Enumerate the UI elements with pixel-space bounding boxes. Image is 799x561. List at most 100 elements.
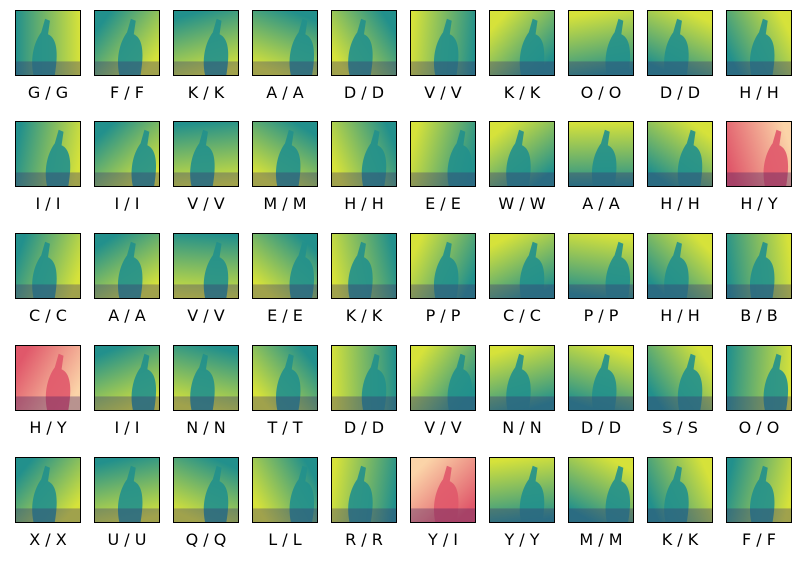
- hand-sign-image: [726, 233, 792, 299]
- grid-cell: G / G: [15, 10, 82, 110]
- grid-cell: V / V: [410, 10, 477, 110]
- hand-sign-image: [726, 121, 792, 187]
- grid-cell: E / E: [252, 233, 319, 333]
- hand-sign-image: [489, 121, 555, 187]
- prediction-label: H / H: [660, 306, 700, 325]
- hand-sign-image: [173, 345, 239, 411]
- prediction-label: D / D: [343, 83, 385, 102]
- prediction-label: M / M: [263, 194, 307, 213]
- prediction-label: V / V: [424, 83, 462, 102]
- grid-cell: Y / I: [410, 457, 477, 557]
- hand-sign-image: [647, 121, 713, 187]
- hand-sign-image: [568, 10, 634, 76]
- hand-sign-image: [94, 10, 160, 76]
- prediction-label: G / G: [27, 83, 69, 102]
- prediction-label: N / N: [502, 418, 542, 437]
- prediction-label: E / E: [267, 306, 303, 325]
- prediction-label: T / T: [267, 418, 303, 437]
- grid-cell: T / T: [252, 345, 319, 445]
- hand-sign-image: [94, 345, 160, 411]
- grid-cell: D / D: [331, 345, 398, 445]
- grid-cell: F / F: [94, 10, 161, 110]
- grid-cell: E / E: [410, 121, 477, 221]
- hand-sign-image: [94, 121, 160, 187]
- grid-cell: S / S: [647, 345, 714, 445]
- grid-cell: A / A: [568, 121, 635, 221]
- prediction-label: D / D: [659, 83, 701, 102]
- prediction-label: H / H: [344, 194, 384, 213]
- hand-sign-image: [15, 233, 81, 299]
- hand-sign-image: [15, 121, 81, 187]
- grid-cell: H / Y: [726, 121, 793, 221]
- hand-sign-image: [489, 10, 555, 76]
- prediction-label: N / N: [186, 418, 226, 437]
- hand-sign-image: [410, 121, 476, 187]
- hand-sign-image: [173, 457, 239, 523]
- hand-sign-image: [726, 10, 792, 76]
- prediction-label: A / A: [266, 83, 304, 102]
- grid-cell: X / X: [15, 457, 82, 557]
- grid-cell: H / H: [647, 233, 714, 333]
- hand-sign-image: [15, 457, 81, 523]
- prediction-label: H / Y: [29, 418, 67, 437]
- prediction-label: M / M: [579, 530, 623, 549]
- prediction-label: Y / Y: [504, 530, 540, 549]
- prediction-label: I / I: [114, 418, 140, 437]
- grid-cell: C / C: [15, 233, 82, 333]
- hand-sign-image: [252, 457, 318, 523]
- grid-cell: A / A: [94, 233, 161, 333]
- grid-cell: D / D: [331, 10, 398, 110]
- grid-cell: Q / Q: [173, 457, 240, 557]
- hand-sign-image: [489, 457, 555, 523]
- grid-cell: I / I: [94, 345, 161, 445]
- prediction-label: P / P: [425, 306, 461, 325]
- hand-sign-image: [252, 233, 318, 299]
- hand-sign-image: [173, 233, 239, 299]
- grid-cell: D / D: [568, 345, 635, 445]
- grid-cell: C / C: [489, 233, 556, 333]
- hand-sign-image: [568, 233, 634, 299]
- prediction-label: F / F: [742, 530, 776, 549]
- prediction-label: L / L: [268, 530, 302, 549]
- prediction-label: D / D: [580, 418, 622, 437]
- hand-sign-image: [410, 233, 476, 299]
- hand-sign-image: [410, 457, 476, 523]
- prediction-label: H / H: [739, 83, 779, 102]
- grid-cell: R / R: [331, 457, 398, 557]
- grid-cell: P / P: [410, 233, 477, 333]
- hand-sign-image: [173, 10, 239, 76]
- grid-cell: V / V: [410, 345, 477, 445]
- prediction-label: Q / Q: [185, 530, 227, 549]
- grid-cell: B / B: [726, 233, 793, 333]
- prediction-label: H / H: [660, 194, 700, 213]
- grid-cell: V / V: [173, 121, 240, 221]
- grid-cell: M / M: [252, 121, 319, 221]
- hand-sign-image: [331, 10, 397, 76]
- prediction-label: Y / I: [427, 530, 459, 549]
- hand-sign-image: [331, 457, 397, 523]
- prediction-label: X / X: [29, 530, 67, 549]
- prediction-label: F / F: [110, 83, 144, 102]
- prediction-label: E / E: [425, 194, 461, 213]
- grid-cell: N / N: [489, 345, 556, 445]
- grid-cell: K / K: [647, 457, 714, 557]
- hand-sign-image: [410, 10, 476, 76]
- hand-sign-image: [489, 345, 555, 411]
- prediction-label: R / R: [345, 530, 383, 549]
- prediction-label: I / I: [35, 194, 61, 213]
- hand-sign-image: [15, 345, 81, 411]
- hand-sign-image: [726, 345, 792, 411]
- hand-sign-image: [568, 121, 634, 187]
- prediction-label: I / I: [114, 194, 140, 213]
- grid-cell: F / F: [726, 457, 793, 557]
- hand-sign-image: [489, 233, 555, 299]
- prediction-label: B / B: [740, 306, 778, 325]
- grid-cell: D / D: [647, 10, 714, 110]
- hand-sign-image: [647, 457, 713, 523]
- grid-cell: A / A: [252, 10, 319, 110]
- prediction-label: U / U: [107, 530, 147, 549]
- prediction-label: H / Y: [740, 194, 778, 213]
- grid-cell: H / H: [647, 121, 714, 221]
- prediction-label: A / A: [582, 194, 620, 213]
- hand-sign-image: [647, 10, 713, 76]
